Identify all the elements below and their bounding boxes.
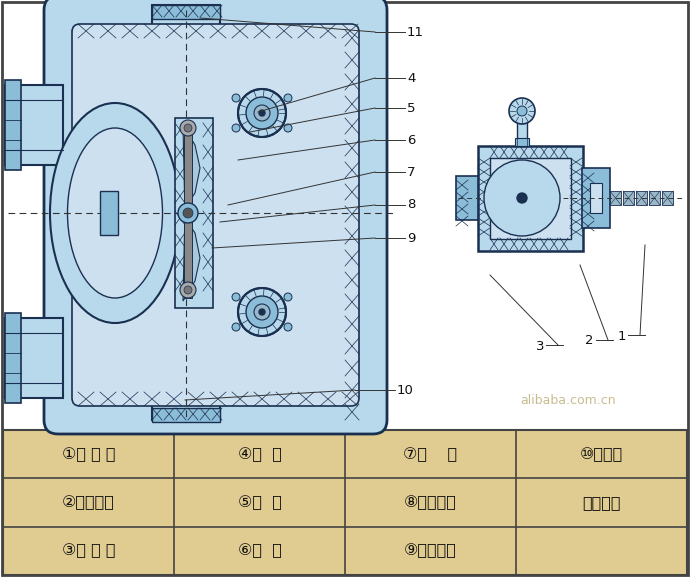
Ellipse shape xyxy=(50,103,180,323)
Circle shape xyxy=(232,124,240,132)
Text: ③配 气 阀: ③配 气 阀 xyxy=(61,544,115,559)
Text: ④圆  球: ④圆 球 xyxy=(237,447,282,462)
Bar xyxy=(478,146,583,251)
Polygon shape xyxy=(183,125,200,301)
Bar xyxy=(5,318,63,398)
Circle shape xyxy=(509,98,535,124)
Circle shape xyxy=(506,182,538,214)
Circle shape xyxy=(514,190,530,206)
Circle shape xyxy=(254,304,270,320)
Circle shape xyxy=(183,208,193,218)
Polygon shape xyxy=(636,191,647,205)
Polygon shape xyxy=(649,191,660,205)
Text: 2: 2 xyxy=(586,335,594,347)
Circle shape xyxy=(232,94,240,102)
Bar xyxy=(5,85,63,165)
Text: alibaba.com.cn: alibaba.com.cn xyxy=(520,394,615,407)
Bar xyxy=(184,128,192,298)
FancyBboxPatch shape xyxy=(72,24,359,406)
Bar xyxy=(152,408,220,422)
Text: 8: 8 xyxy=(407,198,415,212)
Circle shape xyxy=(495,171,549,225)
Text: ⑦连    杆: ⑦连 杆 xyxy=(404,447,457,462)
Circle shape xyxy=(238,288,286,336)
Bar xyxy=(100,191,118,235)
Circle shape xyxy=(254,105,270,121)
Circle shape xyxy=(184,286,192,294)
Text: ②配气阀体: ②配气阀体 xyxy=(62,495,115,510)
Circle shape xyxy=(246,296,278,328)
Text: 7: 7 xyxy=(407,166,415,178)
Polygon shape xyxy=(610,191,621,205)
Circle shape xyxy=(284,124,292,132)
Text: 3: 3 xyxy=(535,339,544,353)
Text: ⑥隔  膜: ⑥隔 膜 xyxy=(237,544,282,559)
Circle shape xyxy=(180,120,196,136)
Circle shape xyxy=(259,110,265,116)
Polygon shape xyxy=(662,191,673,205)
Text: ⑪排气口: ⑪排气口 xyxy=(582,495,621,510)
Bar xyxy=(590,183,602,213)
Circle shape xyxy=(259,309,265,315)
Bar xyxy=(3,430,687,575)
Bar xyxy=(152,382,220,420)
Bar xyxy=(152,5,220,47)
Circle shape xyxy=(232,293,240,301)
Bar xyxy=(582,168,610,228)
Bar xyxy=(490,158,571,239)
Text: 5: 5 xyxy=(407,102,415,114)
Bar xyxy=(5,80,21,170)
Text: 1: 1 xyxy=(618,329,626,343)
Text: 4: 4 xyxy=(407,72,415,84)
FancyBboxPatch shape xyxy=(44,0,387,434)
Circle shape xyxy=(238,89,286,137)
Circle shape xyxy=(517,193,527,203)
Text: ①进 气 口: ①进 气 口 xyxy=(61,447,115,462)
Text: 6: 6 xyxy=(407,133,415,147)
Circle shape xyxy=(517,106,527,116)
Circle shape xyxy=(284,293,292,301)
Circle shape xyxy=(180,282,196,298)
Circle shape xyxy=(284,323,292,331)
Bar xyxy=(515,138,529,146)
Bar xyxy=(152,5,220,19)
Text: 上海宝泵气动泵阀厂: 上海宝泵气动泵阀厂 xyxy=(145,266,295,294)
Circle shape xyxy=(178,203,198,223)
Text: ⑩泵进口: ⑩泵进口 xyxy=(580,447,623,462)
Text: ⑧连杆铜套: ⑧连杆铜套 xyxy=(404,495,457,510)
Text: ⑤球  座: ⑤球 座 xyxy=(237,495,282,510)
Bar xyxy=(517,118,527,146)
Text: ⑨中间支架: ⑨中间支架 xyxy=(404,544,457,559)
Ellipse shape xyxy=(68,128,163,298)
Polygon shape xyxy=(623,191,634,205)
Bar xyxy=(456,176,478,220)
Circle shape xyxy=(232,323,240,331)
Circle shape xyxy=(184,124,192,132)
Text: 9: 9 xyxy=(407,231,415,245)
Bar xyxy=(5,313,21,403)
Text: 10: 10 xyxy=(397,384,414,396)
Bar xyxy=(175,118,213,308)
Text: 11: 11 xyxy=(407,25,424,39)
Circle shape xyxy=(246,97,278,129)
Circle shape xyxy=(284,94,292,102)
Circle shape xyxy=(484,160,560,236)
